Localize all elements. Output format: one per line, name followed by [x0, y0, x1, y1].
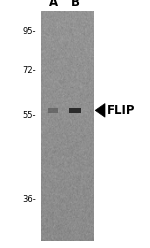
Polygon shape	[95, 104, 105, 117]
Text: FLIP: FLIP	[107, 104, 136, 117]
Text: 72-: 72-	[22, 66, 36, 75]
Text: 55-: 55-	[22, 111, 36, 120]
Text: A: A	[49, 0, 58, 9]
Text: 95-: 95-	[22, 27, 36, 35]
Text: 36-: 36-	[22, 195, 36, 204]
Bar	[69, 108, 81, 113]
Text: B: B	[70, 0, 80, 9]
Bar	[48, 108, 58, 113]
